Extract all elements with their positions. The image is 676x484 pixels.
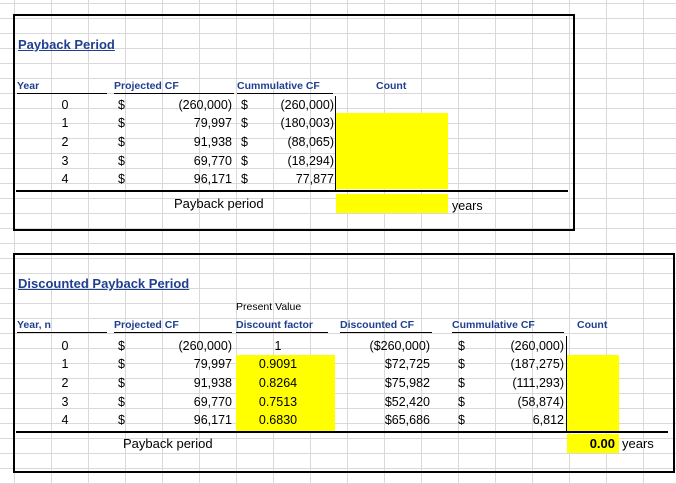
discounted-year: 2	[61, 376, 69, 390]
discounted-result-label: Payback period	[123, 436, 213, 451]
discounted-cumulative: (111,293)	[512, 376, 564, 390]
payback-cumulative: (260,000)	[280, 98, 334, 112]
currency-symbol: $	[241, 172, 248, 186]
payback-header-count: Count	[376, 80, 407, 92]
discounted-result-cell[interactable]	[567, 434, 619, 453]
currency-symbol: $	[241, 135, 248, 149]
payback-header-projected: Projected CF	[114, 79, 234, 94]
payback-divider	[335, 96, 336, 192]
currency-symbol: $	[118, 98, 125, 112]
currency-symbol: $	[458, 339, 465, 353]
currency-symbol: $	[118, 154, 125, 168]
discounted-result-value: 0.00	[589, 436, 615, 451]
payback-year: 1	[61, 116, 69, 130]
discount-factor: 0.9091	[258, 357, 298, 371]
discounted-cumulative: (58,874)	[517, 395, 564, 409]
payback-cumulative: (88,065)	[287, 135, 334, 149]
payback-projected: (260,000)	[178, 98, 232, 112]
discounted-cf: $65,686	[384, 413, 430, 427]
payback-projected: 91,938	[193, 135, 232, 149]
discounted-year: 3	[61, 395, 69, 409]
discounted-header-year: Year, n	[17, 318, 107, 333]
currency-symbol: $	[118, 395, 125, 409]
discounted-total-line	[16, 431, 668, 433]
discounted-header-cumulative: Cummulative CF	[452, 318, 564, 333]
currency-symbol: $	[118, 376, 125, 390]
payback-result-cell[interactable]	[336, 194, 448, 213]
discount-factor: 0.6830	[258, 413, 298, 427]
discount-factor-cells[interactable]	[236, 355, 335, 431]
discounted-title: Discounted Payback Period	[18, 276, 190, 291]
currency-symbol: $	[241, 154, 248, 168]
discount-factor: 0.7513	[258, 395, 298, 409]
currency-symbol: $	[118, 116, 125, 130]
payback-count-cells[interactable]	[336, 113, 448, 189]
payback-year: 2	[61, 135, 69, 149]
payback-cumulative: 77,877	[295, 172, 334, 186]
discounted-year: 1	[61, 357, 69, 371]
currency-symbol: $	[241, 98, 248, 112]
discounted-cf: $52,420	[384, 395, 430, 409]
discounted-divider	[566, 336, 567, 433]
payback-years-label: years	[452, 199, 483, 213]
currency-symbol: $	[118, 413, 125, 427]
currency-symbol: $	[118, 135, 125, 149]
discounted-cumulative: (260,000)	[510, 339, 564, 353]
payback-cumulative: (18,294)	[287, 154, 334, 168]
payback-projected: 79,997	[193, 116, 232, 130]
payback-cumulative: (180,003)	[280, 116, 334, 130]
discounted-projected: 79,997	[193, 357, 232, 371]
discounted-projected: 96,171	[193, 413, 232, 427]
discounted-header-projected: Projected CF	[114, 318, 232, 333]
discounted-cf: $72,725	[384, 357, 430, 371]
discount-factor: 0.8264	[258, 376, 298, 390]
payback-projected: 96,171	[193, 172, 232, 186]
discounted-years-label: years	[622, 436, 654, 451]
discounted-cumulative: (187,275)	[510, 357, 564, 371]
currency-symbol: $	[458, 395, 465, 409]
discounted-projected: (260,000)	[178, 339, 232, 353]
discounted-count-cells[interactable]	[567, 355, 619, 431]
discounted-cf: ($260,000)	[369, 339, 430, 353]
currency-symbol: $	[118, 172, 125, 186]
payback-header-cumulative: Cummulative CF	[237, 79, 333, 94]
discounted-header-count: Count	[577, 319, 608, 331]
discounted-projected: 69,770	[193, 395, 232, 409]
currency-symbol: $	[458, 413, 465, 427]
currency-symbol: $	[118, 339, 125, 353]
payback-year: 4	[61, 172, 69, 186]
payback-result-label: Payback period	[174, 196, 264, 211]
discounted-cf: $75,982	[384, 376, 430, 390]
payback-title: Payback Period	[18, 37, 115, 52]
discounted-section-border	[13, 253, 675, 473]
payback-projected: 69,770	[193, 154, 232, 168]
payback-header-year: Year	[17, 79, 107, 94]
present-value-label: Present Value	[236, 301, 302, 313]
discounted-year: 0	[61, 339, 69, 353]
discounted-header-discounted-cf: Discounted CF	[340, 318, 432, 333]
currency-symbol: $	[118, 357, 125, 371]
payback-section-border	[13, 14, 575, 231]
discounted-header-factor: Discount factor	[236, 318, 328, 333]
payback-year: 0	[61, 98, 69, 112]
currency-symbol: $	[458, 357, 465, 371]
payback-total-line	[16, 190, 568, 192]
currency-symbol: $	[241, 116, 248, 130]
currency-symbol: $	[458, 376, 465, 390]
payback-year: 3	[61, 154, 69, 168]
discounted-cumulative: 6,812	[532, 413, 564, 427]
discount-factor: 1	[274, 339, 282, 353]
discounted-year: 4	[61, 413, 69, 427]
discounted-projected: 91,938	[193, 376, 232, 390]
